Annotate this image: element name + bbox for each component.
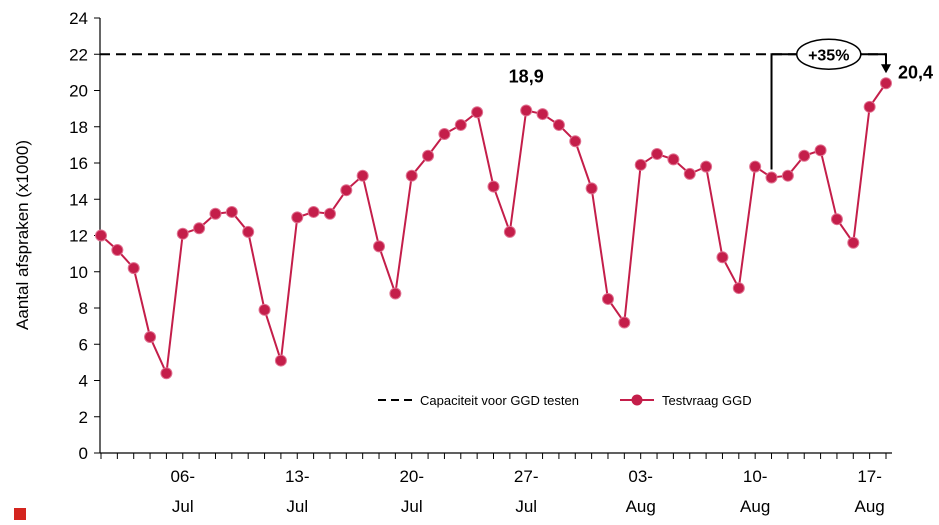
data-point	[651, 147, 664, 160]
x-tick-label: 13-Jul	[285, 467, 310, 516]
data-point	[601, 292, 614, 305]
data-point	[127, 262, 140, 275]
x-tick-label: 10-Aug	[740, 467, 770, 516]
legend-swatch	[631, 394, 643, 406]
x-tick-label: 17-Aug	[855, 467, 885, 516]
data-point	[552, 118, 565, 131]
data-point	[144, 331, 157, 343]
data-point	[569, 135, 582, 148]
data-point	[618, 316, 631, 329]
data-point	[749, 160, 762, 173]
data-point	[830, 213, 843, 226]
legend-label: Capaciteit voor GGD testen	[420, 393, 579, 408]
y-tick-label: 18	[69, 118, 88, 137]
y-tick-label: 12	[69, 227, 88, 246]
y-tick-label: 0	[79, 444, 88, 463]
data-point	[356, 169, 369, 182]
data-point	[667, 153, 680, 166]
data-point	[781, 169, 794, 182]
data-point	[95, 229, 107, 242]
data-point	[225, 205, 238, 218]
y-tick-label: 6	[79, 335, 88, 354]
data-point	[258, 303, 271, 316]
y-tick-label: 2	[79, 408, 88, 427]
data-point	[520, 104, 533, 117]
data-point	[683, 167, 696, 180]
data-point	[438, 128, 451, 140]
annotation-bubble	[796, 38, 862, 70]
annotation-arrow	[881, 64, 891, 74]
data-point	[209, 207, 222, 220]
y-tick-label: 4	[79, 372, 88, 391]
data-point	[503, 225, 516, 238]
data-label: 20,4	[898, 62, 933, 82]
data-point	[389, 287, 402, 300]
data-point	[732, 282, 745, 295]
data-point	[274, 354, 287, 367]
x-tick-label: 06-Jul	[170, 467, 195, 516]
data-point	[193, 222, 206, 235]
data-point	[700, 160, 713, 173]
y-axis-label: Aantal afspraken (x1000)	[13, 140, 32, 330]
data-point	[454, 118, 467, 131]
data-point	[373, 240, 386, 253]
data-point	[340, 184, 353, 197]
series-line	[100, 82, 887, 377]
data-point	[798, 149, 811, 162]
data-point	[847, 236, 860, 249]
data-point	[291, 211, 304, 224]
data-point	[176, 227, 189, 240]
legend-label: Testvraag GGD	[662, 393, 752, 408]
y-tick-label: 24	[69, 9, 88, 28]
data-point	[487, 180, 500, 193]
data-label: 18,9	[509, 66, 544, 86]
x-tick-label: 27-Jul	[514, 467, 539, 516]
data-point	[422, 149, 435, 162]
data-point	[307, 205, 320, 218]
data-point	[634, 158, 647, 171]
y-tick-label: 8	[79, 299, 88, 318]
data-point	[405, 169, 418, 182]
data-point	[471, 106, 484, 119]
x-tick-label: 20-Jul	[399, 467, 424, 516]
decoration	[14, 508, 26, 520]
x-tick-label: 03-Aug	[626, 467, 656, 516]
data-point	[814, 144, 827, 157]
data-point	[111, 244, 124, 256]
data-point	[323, 207, 336, 220]
y-tick-label: 22	[69, 45, 88, 64]
data-point	[160, 367, 173, 380]
data-point	[242, 225, 255, 238]
annotation-text: +35%	[808, 47, 849, 64]
data-point	[585, 182, 598, 195]
y-tick-label: 16	[69, 154, 88, 173]
data-point	[716, 251, 729, 264]
y-tick-label: 10	[69, 263, 88, 282]
data-point	[765, 171, 778, 184]
y-tick-label: 14	[69, 190, 88, 209]
data-point	[880, 77, 892, 90]
y-tick-label: 20	[69, 82, 88, 101]
data-point	[863, 100, 876, 113]
data-point	[536, 108, 549, 121]
